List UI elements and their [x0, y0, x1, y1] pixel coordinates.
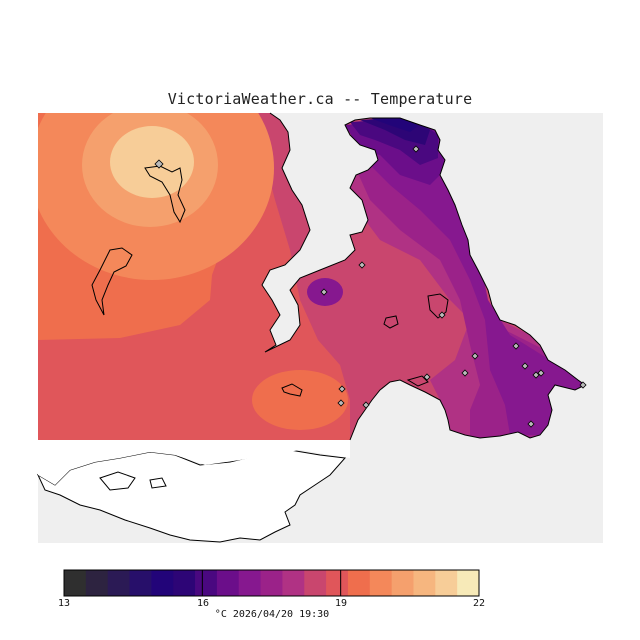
legend-swatch	[457, 570, 480, 596]
station-marker[interactable]	[579, 381, 587, 389]
legend-swatch	[326, 570, 349, 596]
legend-swatch	[173, 570, 196, 596]
station-marker[interactable]	[532, 371, 540, 379]
station-marker[interactable]	[337, 399, 345, 407]
legend-swatch	[151, 570, 174, 596]
lake-outline	[91, 247, 133, 316]
legend-swatch	[195, 570, 218, 596]
legend-swatch	[391, 570, 414, 596]
legend-swatch	[216, 570, 240, 596]
legend-swatch	[369, 570, 393, 596]
station-marker[interactable]	[338, 385, 346, 393]
lake-outline	[383, 315, 399, 329]
legend-tick: 22	[472, 598, 486, 609]
lake-outline	[281, 383, 303, 397]
legend-tick: 19	[334, 598, 348, 609]
station-marker[interactable]	[521, 362, 529, 370]
station-marker[interactable]	[537, 369, 545, 377]
lake-outline	[427, 293, 449, 319]
station-marker[interactable]	[358, 261, 366, 269]
main-coastline	[261, 112, 586, 441]
station-marker[interactable]	[412, 145, 420, 153]
temperature-field	[38, 113, 585, 445]
legend-swatch	[413, 570, 436, 596]
units-timestamp: °C 2026/04/20 19:30	[214, 609, 330, 620]
station-marker[interactable]	[527, 420, 535, 428]
strait-water	[38, 440, 350, 485]
lake-outline	[99, 471, 136, 491]
legend-swatch	[435, 570, 458, 596]
lake-outline	[144, 165, 186, 224]
legend-swatch	[64, 570, 87, 596]
station-marker[interactable]	[154, 159, 164, 169]
legend-swatch	[260, 570, 283, 596]
station-marker[interactable]	[362, 401, 370, 409]
legend-swatch	[238, 570, 262, 596]
legend-swatch	[85, 570, 109, 596]
station-markers	[154, 145, 587, 428]
legend-tick: 13	[57, 598, 71, 609]
legend-swatch	[304, 570, 327, 596]
lake-outline	[149, 477, 167, 489]
lake-outline	[406, 375, 429, 387]
legend-swatch	[107, 570, 131, 596]
station-marker[interactable]	[320, 288, 328, 296]
legend-swatch	[129, 570, 152, 596]
station-marker[interactable]	[461, 369, 469, 377]
station-marker[interactable]	[438, 311, 446, 319]
station-marker[interactable]	[512, 342, 520, 350]
temperature-legend	[63, 569, 480, 597]
station-marker[interactable]	[423, 373, 431, 381]
legend-swatch	[282, 570, 305, 596]
map-title: VictoriaWeather.ca -- Temperature	[167, 90, 473, 108]
legend-tick: 16	[196, 598, 210, 609]
legend-swatch	[347, 570, 371, 596]
station-marker[interactable]	[471, 352, 479, 360]
legend-border	[63, 569, 480, 597]
